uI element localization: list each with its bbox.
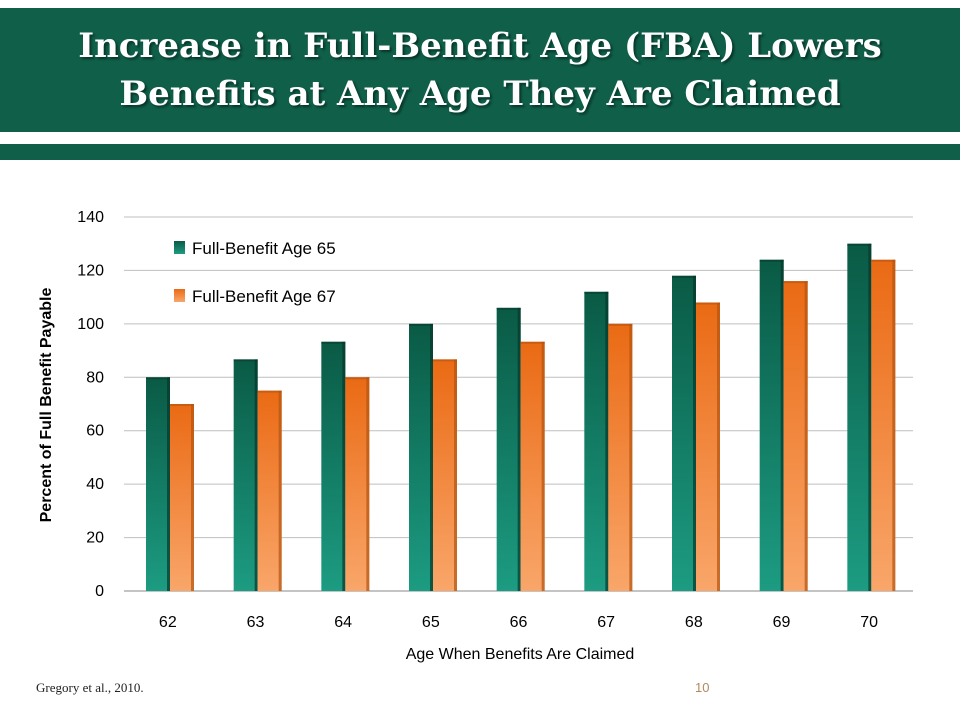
x-tick-label: 64 (334, 614, 352, 631)
bar-fba-65 (496, 307, 521, 591)
bar-fba-67 (608, 323, 633, 591)
x-tick-label: 62 (159, 614, 177, 631)
bar-fba-65 (321, 341, 346, 591)
bar-fba-65 (584, 291, 609, 591)
source-citation: Gregory et al., 2010. (36, 680, 144, 695)
bar-fba-67 (257, 390, 282, 591)
x-axis-label: Age When Benefits Are Claimed (406, 646, 635, 663)
bar-fba-67 (783, 281, 808, 591)
x-tick-label: 65 (422, 614, 440, 631)
y-tick-label: 60 (86, 423, 104, 440)
bar-fba-65 (146, 377, 170, 591)
y-tick-label: 100 (77, 316, 104, 333)
bar-fba-67 (345, 377, 370, 591)
bar-fba-67 (433, 359, 457, 591)
bar-fba-67 (696, 302, 720, 591)
y-tick-label: 40 (86, 476, 104, 493)
x-axis-ticks: 62 63 64 65 66 67 68 69 70 (159, 614, 878, 631)
legend-swatch (174, 289, 185, 302)
title-band (0, 8, 960, 132)
bar-fba-65 (409, 323, 433, 591)
y-tick-label: 20 (86, 530, 104, 547)
slide-title: Increase in Full-Benefit Age (FBA) Lower… (0, 22, 960, 118)
bar-fba-65 (759, 259, 784, 591)
y-tick-label: 0 (95, 583, 104, 600)
legend-item: Full-Benefit Age 65 (174, 239, 336, 258)
bar-fba-65 (847, 243, 872, 591)
legend-label: Full-Benefit Age 65 (192, 239, 336, 258)
bar-fba-67 (871, 259, 896, 591)
bar-fba-67 (170, 404, 194, 591)
x-tick-label: 66 (510, 614, 528, 631)
title-stripe (0, 144, 960, 160)
x-tick-label: 70 (860, 614, 878, 631)
bar-fba-65 (672, 275, 696, 591)
slide-title-line-2: Benefits at Any Age They Are Claimed (119, 74, 841, 114)
y-axis-label: Percent of Full Benefit Payable (38, 288, 55, 523)
bar-fba-65 (233, 359, 258, 591)
x-tick-label: 69 (773, 614, 791, 631)
bar-fba-67 (520, 341, 545, 591)
x-tick-label: 68 (685, 614, 703, 631)
y-tick-label: 80 (86, 369, 104, 386)
legend-label: Full-Benefit Age 67 (192, 287, 336, 306)
bars (146, 243, 896, 591)
y-axis-ticks: 0 20 40 60 80 100 120 140 (77, 209, 104, 600)
legend-item: Full-Benefit Age 67 (174, 287, 336, 306)
legend-swatch (174, 241, 185, 254)
page-number: 10 (695, 680, 710, 695)
legend: Full-Benefit Age 65 Full-Benefit Age 67 (174, 239, 336, 306)
y-tick-label: 120 (77, 262, 104, 279)
slide-title-line-1: Increase in Full-Benefit Age (FBA) Lower… (78, 26, 882, 66)
x-tick-label: 63 (247, 614, 265, 631)
y-tick-label: 140 (77, 209, 104, 226)
x-tick-label: 67 (597, 614, 615, 631)
